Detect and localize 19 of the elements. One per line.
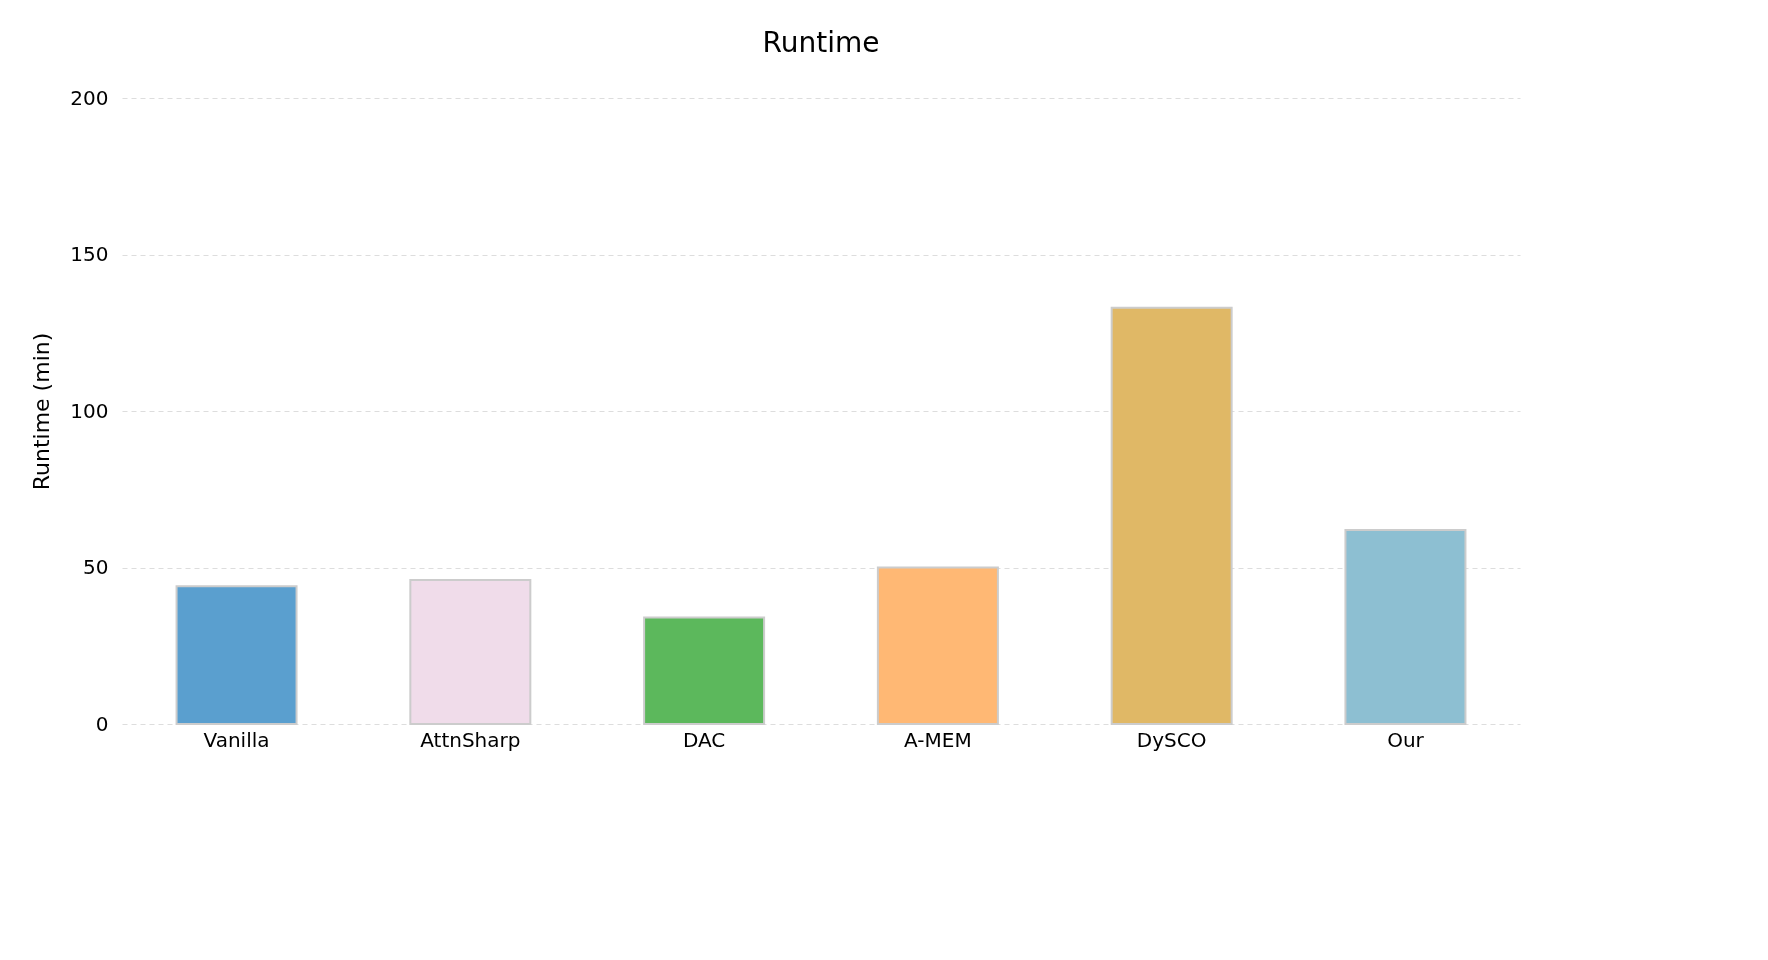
y-tick-label: 150	[70, 242, 109, 266]
x-tick-label: DySCO	[1136, 727, 1207, 752]
bar	[643, 616, 766, 725]
y-axis-title: Runtime (min)	[29, 332, 55, 491]
y-tick-label: 50	[83, 555, 109, 579]
bar	[1344, 528, 1467, 725]
x-tick-label: DAC	[682, 727, 726, 752]
bar	[876, 566, 999, 725]
y-tick-label: 0	[95, 711, 109, 736]
chart-title: Runtime	[762, 26, 880, 59]
bar	[1110, 306, 1233, 725]
x-tick-label: AttnSharp	[420, 727, 521, 752]
y-tick-label: 200	[70, 85, 109, 110]
bar	[409, 579, 532, 725]
x-tick-label: A-MEM	[904, 727, 972, 752]
y-tick-label: 100	[70, 398, 109, 423]
x-tick-label: Vanilla	[203, 727, 270, 752]
x-tick-label: Our	[1387, 727, 1425, 752]
bar	[175, 585, 298, 725]
